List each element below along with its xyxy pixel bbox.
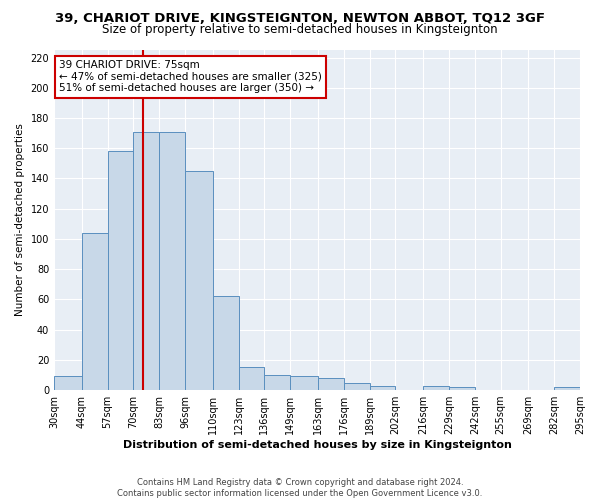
Bar xyxy=(82,233,107,390)
Bar xyxy=(318,378,344,390)
Text: Size of property relative to semi-detached houses in Kingsteignton: Size of property relative to semi-detach… xyxy=(102,22,498,36)
Bar xyxy=(185,171,213,390)
Bar xyxy=(54,376,82,390)
Bar xyxy=(554,387,580,390)
Text: 39 CHARIOT DRIVE: 75sqm
← 47% of semi-detached houses are smaller (325)
51% of s: 39 CHARIOT DRIVE: 75sqm ← 47% of semi-de… xyxy=(59,60,322,94)
Bar xyxy=(133,132,159,390)
Bar xyxy=(449,387,475,390)
Bar xyxy=(423,386,449,390)
Bar xyxy=(290,376,318,390)
Text: Contains HM Land Registry data © Crown copyright and database right 2024.
Contai: Contains HM Land Registry data © Crown c… xyxy=(118,478,482,498)
Bar xyxy=(213,296,239,390)
Text: 39, CHARIOT DRIVE, KINGSTEIGNTON, NEWTON ABBOT, TQ12 3GF: 39, CHARIOT DRIVE, KINGSTEIGNTON, NEWTON… xyxy=(55,12,545,26)
Bar xyxy=(107,152,133,390)
Bar xyxy=(344,382,370,390)
Y-axis label: Number of semi-detached properties: Number of semi-detached properties xyxy=(15,124,25,316)
Bar xyxy=(265,375,290,390)
Bar xyxy=(159,132,185,390)
Bar xyxy=(239,368,265,390)
Bar xyxy=(370,386,395,390)
X-axis label: Distribution of semi-detached houses by size in Kingsteignton: Distribution of semi-detached houses by … xyxy=(122,440,511,450)
